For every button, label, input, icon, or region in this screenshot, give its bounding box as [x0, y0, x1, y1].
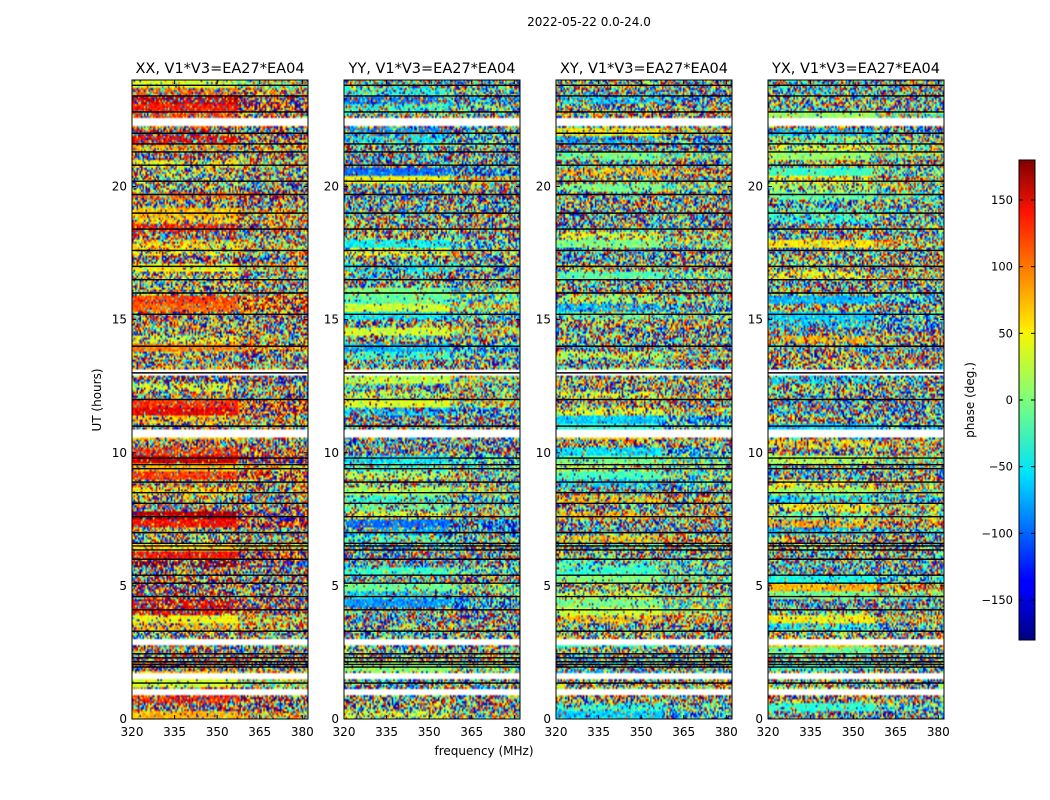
y-tick-label: 0 [331, 712, 339, 726]
panel-title: XX, V1*V3=EA27*EA04 [135, 61, 304, 77]
x-tick-label: 365 [248, 725, 271, 739]
y-tick-label: 10 [748, 446, 763, 460]
y-tick-label: 15 [112, 313, 127, 327]
x-tick-label: 350 [418, 725, 441, 739]
panel-1: XX, V1*V3=EA27*EA04 320 335 350 365 380 0 5 10 15… [112, 61, 314, 739]
colorbar-tick-label: 0 [1006, 393, 1013, 407]
y-tick-label: 15 [748, 313, 763, 327]
x-tick-label: 380 [503, 725, 526, 739]
panel-4: YX, V1*V3=EA27*EA04 320 335 350 365 380 0 5 10 15… [748, 61, 950, 739]
y-tick-label: 5 [119, 579, 127, 593]
y-tick-label: 0 [119, 712, 127, 726]
y-tick-label: 15 [536, 313, 551, 327]
x-tick-label: 350 [206, 725, 229, 739]
panel-frame [555, 79, 733, 720]
y-tick-label: 5 [543, 579, 551, 593]
panel-title: XY, V1*V3=EA27*EA04 [560, 61, 728, 77]
y-tick-label: 10 [112, 446, 127, 460]
y-tick-label: 10 [536, 446, 551, 460]
colorbar-ticks: −150 −100 −50 0 50 100 150 [981, 193, 1035, 607]
y-tick-label: 20 [536, 180, 551, 194]
x-tick-label: 365 [672, 725, 695, 739]
panel-title: YY, V1*V3=EA27*EA04 [348, 61, 516, 77]
x-tick-label: 320 [757, 725, 780, 739]
x-tick-label: 320 [333, 725, 356, 739]
y-tick-label: 5 [755, 579, 763, 593]
panel-title: YX, V1*V3=EA27*EA04 [771, 61, 940, 77]
x-axis-label: frequency (MHz) [434, 744, 533, 758]
x-tick-label: 335 [163, 725, 186, 739]
colorbar: −150 −100 −50 0 50 100 150 phase (deg.) [963, 159, 1036, 641]
colorbar-tick-label: −150 [981, 593, 1013, 607]
x-tick-label: 380 [291, 725, 314, 739]
y-tick-label: 15 [324, 313, 339, 327]
x-tick-label: 365 [884, 725, 907, 739]
panel-frame [767, 79, 945, 720]
x-tick-label: 335 [587, 725, 610, 739]
y-tick-label: 10 [324, 446, 339, 460]
x-tick-label: 335 [799, 725, 822, 739]
y-tick-label: 5 [331, 579, 339, 593]
x-tick-label: 365 [460, 725, 483, 739]
y-tick-label: 20 [112, 180, 127, 194]
colorbar-tick-label: 150 [991, 193, 1013, 207]
panels-group: XX, V1*V3=EA27*EA04 320 335 350 365 380 0 5 10 15… [112, 61, 950, 739]
colorbar-label: phase (deg.) [963, 362, 977, 438]
colorbar-tick-label: −100 [981, 526, 1013, 540]
x-tick-label: 350 [630, 725, 653, 739]
panel-3: XY, V1*V3=EA27*EA04 320 335 350 365 380 0 5 10 15… [536, 61, 738, 739]
x-tick-label: 320 [545, 725, 568, 739]
x-tick-label: 380 [927, 725, 950, 739]
colorbar-tick-label: −50 [989, 460, 1013, 474]
figure-suptitle: 2022-05-22 0.0-24.0 [527, 15, 651, 29]
y-tick-label: 0 [755, 712, 763, 726]
y-axis-label: UT (hours) [90, 368, 104, 431]
y-tick-label: 0 [543, 712, 551, 726]
x-tick-label: 320 [121, 725, 144, 739]
x-tick-label: 380 [715, 725, 738, 739]
x-tick-label: 350 [842, 725, 865, 739]
colorbar-tick-label: 100 [991, 260, 1013, 274]
colorbar-tick-label: 50 [998, 326, 1013, 340]
panel-frame [343, 79, 521, 720]
panel-2: YY, V1*V3=EA27*EA04 320 335 350 365 380 0 5 10 15… [324, 61, 526, 739]
x-tick-label: 335 [375, 725, 398, 739]
y-tick-label: 20 [748, 180, 763, 194]
panel-frame [131, 79, 309, 720]
y-tick-label: 20 [324, 180, 339, 194]
